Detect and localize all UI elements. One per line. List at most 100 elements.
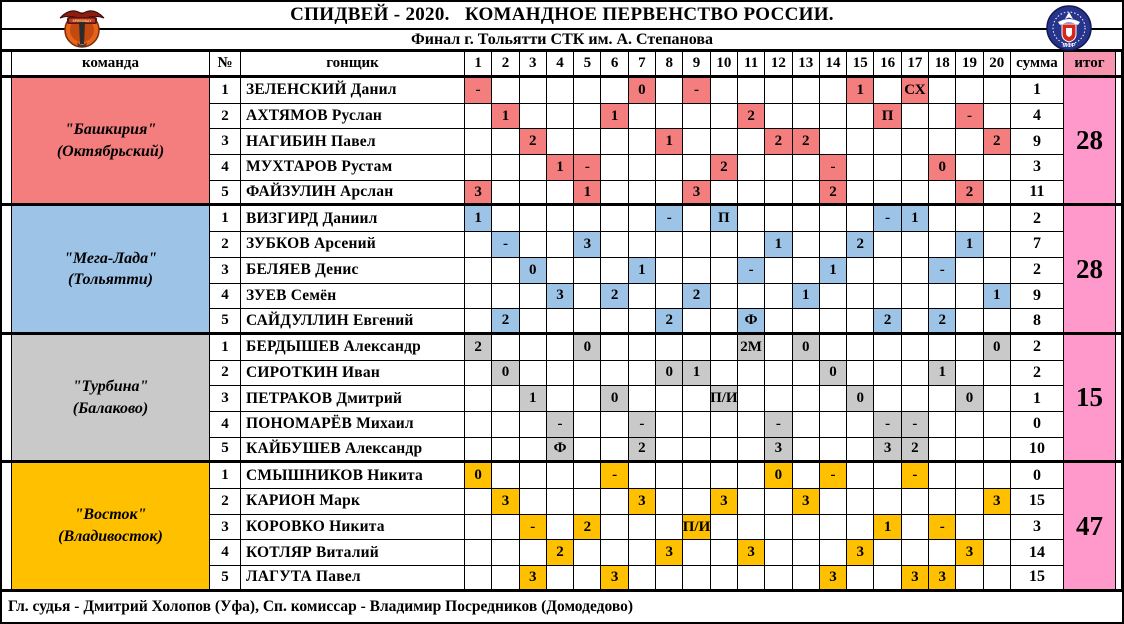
heat-score-cell — [929, 411, 957, 438]
heat-score-cell — [465, 232, 493, 258]
heat-score-cell — [574, 411, 602, 438]
heat-score-cell — [519, 334, 547, 361]
heat-score-cell: - — [874, 411, 902, 438]
heat-score-cell — [601, 411, 629, 438]
heat-score-cell: - — [901, 411, 930, 438]
heat-score-cell — [847, 257, 875, 284]
heat-score-cell: 2 — [819, 180, 848, 207]
column-header-heat-6: 6 — [601, 52, 629, 78]
heat-score-cell: - — [929, 514, 957, 541]
heat-score-cell: СХ — [901, 78, 930, 104]
heat-score-cell — [465, 514, 493, 541]
heat-score-cell: - — [546, 411, 575, 438]
heat-score-cell — [847, 283, 875, 310]
team-total-cell: 47 — [1063, 463, 1116, 592]
heat-score-cell — [847, 360, 875, 387]
column-header-heat-10: 10 — [710, 52, 738, 78]
column-header-team: команда — [12, 52, 210, 78]
heat-score-cell — [601, 309, 629, 335]
left-margin-cell — [2, 463, 12, 592]
heat-score-cell: П/И — [710, 386, 738, 412]
rider-number: 2 — [210, 360, 241, 387]
heat-score-cell: - — [765, 411, 793, 438]
heat-score-cell — [956, 566, 984, 592]
heat-score-cell — [628, 540, 657, 567]
heat-score-cell — [765, 360, 793, 387]
right-margin-cell — [1115, 463, 1122, 592]
heat-score-cell: - — [492, 232, 520, 258]
heat-score-cell — [546, 78, 575, 104]
rider-name: ПЕТРАКОВ Дмитрий — [241, 386, 465, 412]
heat-score-cell: 2 — [656, 309, 684, 335]
column-header-heat-18: 18 — [929, 52, 957, 78]
rider-number: 1 — [210, 78, 241, 104]
heat-score-cell: - — [956, 103, 984, 130]
heat-score-cell — [901, 180, 930, 207]
heat-score-cell — [847, 566, 875, 592]
team-city: (Владивосток) — [58, 528, 163, 546]
heat-score-cell: 3 — [546, 283, 575, 310]
heat-score-cell: 2 — [983, 129, 1011, 156]
svg-text:МФР: МФР — [1063, 43, 1076, 49]
heat-score-cell — [792, 437, 820, 464]
heat-score-cell — [792, 514, 820, 541]
heat-score-cell: Ф — [737, 309, 766, 335]
heat-score-cell — [765, 309, 793, 335]
heat-score-cell — [792, 309, 820, 335]
rider-number: 4 — [210, 411, 241, 438]
heat-score-cell: - — [574, 155, 602, 181]
team-name: "Турбина" — [72, 378, 149, 395]
heat-score-cell — [792, 103, 820, 130]
heat-score-cell — [601, 180, 629, 207]
heat-score-cell: 3 — [574, 232, 602, 258]
heat-score-cell — [656, 232, 684, 258]
title-block: СПИДВЕЙ - 2020. КОМАНДНОЕ ПЕРВЕНСТВО РОС… — [0, 0, 1124, 52]
heat-score-cell: 1 — [628, 257, 657, 284]
right-margin-header-cell — [1115, 52, 1122, 78]
heat-score-cell — [683, 437, 711, 464]
right-margin-cell — [1115, 334, 1122, 464]
rider-number: 4 — [210, 155, 241, 181]
heat-score-cell — [546, 566, 575, 592]
heat-score-cell — [929, 129, 957, 156]
heat-score-cell — [819, 129, 848, 156]
rider-number: 5 — [210, 437, 241, 464]
heat-score-cell — [574, 437, 602, 464]
right-margin-cell — [1115, 206, 1122, 335]
heat-score-cell — [683, 411, 711, 438]
heat-score-cell — [874, 78, 902, 104]
rider-name: БЕРДЫШЕВ Александр — [241, 334, 465, 361]
heat-score-cell — [929, 180, 957, 207]
heat-score-cell: 1 — [792, 283, 820, 310]
heat-score-cell: 2 — [929, 309, 957, 335]
heat-score-cell — [710, 411, 738, 438]
heat-score-cell — [956, 155, 984, 181]
heat-score-cell — [792, 206, 820, 233]
heat-score-cell — [546, 334, 575, 361]
heat-score-cell — [683, 463, 711, 489]
team-total-cell: 28 — [1063, 206, 1116, 335]
heat-score-cell: 2 — [492, 309, 520, 335]
heat-score-cell — [683, 129, 711, 156]
heat-score-cell — [519, 155, 547, 181]
heat-score-cell — [929, 540, 957, 567]
heat-score-cell — [956, 360, 984, 387]
heat-score-cell — [983, 437, 1011, 464]
officials-text: Гл. судья - Дмитрий Холопов (Уфа), Сп. к… — [8, 597, 633, 615]
heat-score-cell — [492, 155, 520, 181]
heat-score-cell — [465, 129, 493, 156]
heat-score-cell: 1 — [847, 78, 875, 104]
heat-score-cell — [819, 334, 848, 361]
rider-sum-cell: 14 — [1010, 540, 1064, 567]
heat-score-cell: 1 — [601, 103, 629, 130]
heat-score-cell — [492, 386, 520, 412]
heat-score-cell — [710, 437, 738, 464]
heat-score-cell — [628, 566, 657, 592]
rider-number: 2 — [210, 232, 241, 258]
team-name-cell: "Мега-Лада" (Тольятти) — [12, 206, 210, 335]
heat-score-cell — [983, 206, 1011, 233]
team-name-cell: "Восток" (Владивосток) — [12, 463, 210, 592]
rider-number: 1 — [210, 334, 241, 361]
rider-number: 3 — [210, 129, 241, 156]
rider-name: ПОНОМАРЁВ Михаил — [241, 411, 465, 438]
